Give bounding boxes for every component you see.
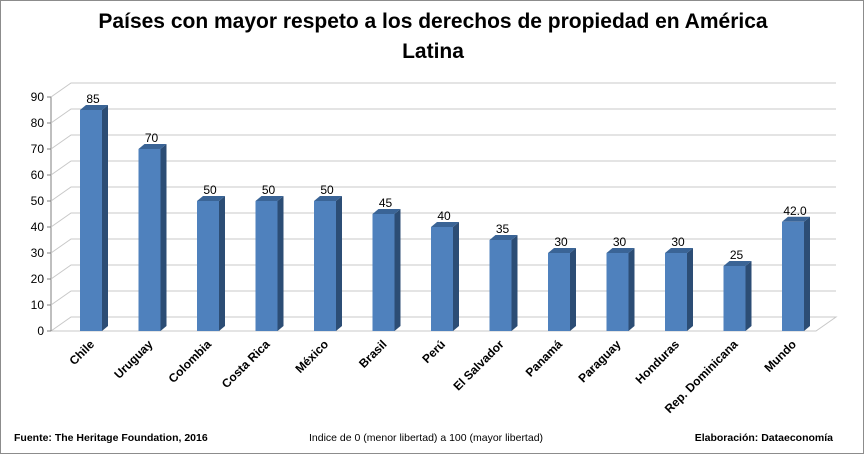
bar — [80, 110, 102, 331]
gridline — [50, 238, 836, 254]
x-tick-label: Paraguay — [576, 337, 624, 385]
data-label: 70 — [145, 131, 159, 145]
gridline — [50, 264, 836, 280]
footer-source: Fuente: The Heritage Foundation, 2016 — [14, 432, 208, 444]
bar-side — [394, 209, 401, 331]
x-tick-label: El Salvador — [450, 337, 506, 393]
data-label: 30 — [613, 235, 627, 249]
bar — [138, 149, 161, 331]
y-tick-label: 0 — [37, 324, 44, 338]
data-label: 50 — [203, 183, 217, 197]
bar-top — [138, 144, 167, 149]
data-label: 42.0 — [783, 204, 807, 218]
y-tick-label: 60 — [31, 168, 45, 182]
bar-side — [804, 216, 810, 331]
gridline — [50, 82, 836, 98]
data-label: 50 — [262, 183, 276, 197]
bar — [255, 201, 278, 331]
bar-top — [431, 222, 459, 227]
bar — [723, 266, 746, 331]
bar-top — [665, 248, 693, 253]
data-label: 35 — [496, 222, 510, 236]
bar — [606, 253, 629, 331]
chart-title-line-2: Latina — [402, 40, 464, 63]
data-label: 45 — [379, 196, 393, 210]
bar — [197, 201, 219, 331]
x-tick-label: Brasil — [356, 337, 389, 370]
y-tick-label: 20 — [31, 272, 45, 286]
bar-side — [628, 248, 635, 331]
bar-top — [723, 261, 752, 266]
x-tick-label: Mundo — [761, 337, 799, 375]
y-tick-label: 70 — [31, 142, 45, 156]
x-tick-label: Colombia — [166, 337, 215, 386]
data-label: 50 — [320, 183, 334, 197]
y-tick-label: 90 — [31, 90, 45, 104]
bar-top — [489, 235, 518, 240]
x-tick-label: Panamá — [523, 337, 566, 380]
gridline — [50, 134, 836, 150]
bar-side — [453, 222, 459, 331]
y-tick-label: 10 — [31, 298, 45, 312]
x-tick-label: Costa Rica — [219, 337, 273, 391]
y-tick-label: 30 — [31, 246, 45, 260]
bar — [782, 221, 804, 331]
data-label: 30 — [671, 235, 685, 249]
bar-top — [314, 196, 342, 201]
x-tick-label: Uruguay — [111, 337, 156, 382]
bar-side — [219, 196, 225, 331]
gridline — [50, 160, 836, 176]
bar-top — [80, 105, 108, 110]
y-tick-label: 80 — [31, 116, 45, 130]
y-tick-label: 50 — [31, 194, 45, 208]
data-label: 25 — [730, 248, 744, 262]
footer-note: Indice de 0 (menor libertad) a 100 (mayo… — [309, 432, 544, 444]
bar — [489, 240, 512, 331]
bar-side — [277, 196, 284, 331]
bar — [314, 201, 336, 331]
bar-top — [197, 196, 225, 201]
bar — [372, 214, 395, 331]
bar-side — [745, 261, 752, 331]
x-tick-label: México — [292, 337, 331, 376]
bar-top — [548, 248, 576, 253]
bar-top — [606, 248, 635, 253]
gridline — [50, 212, 836, 228]
x-tick-label: Perú — [419, 337, 448, 366]
bar — [665, 253, 687, 331]
data-label: 85 — [86, 92, 100, 106]
bar-side — [336, 196, 342, 331]
x-tick-label: Chile — [66, 337, 97, 368]
gridline — [50, 108, 836, 124]
chart-title-line-1: Países con mayor respeto a los derechos … — [98, 10, 768, 33]
bar-side — [102, 105, 108, 331]
bar-side — [160, 144, 167, 331]
gridline — [50, 186, 836, 202]
bar-top — [782, 216, 810, 222]
bar-top — [372, 209, 401, 214]
y-tick-label: 40 — [31, 220, 45, 234]
bar-side — [511, 235, 518, 331]
bar-side — [687, 248, 693, 331]
data-label: 30 — [554, 235, 568, 249]
bar — [548, 253, 570, 331]
bar-top — [255, 196, 284, 201]
bar — [431, 227, 453, 331]
gridline — [50, 290, 836, 306]
footer-credit: Elaboración: Dataeconomía — [694, 432, 833, 444]
data-label: 40 — [437, 209, 451, 223]
x-tick-label: Honduras — [633, 337, 683, 387]
bar-side — [570, 248, 576, 331]
